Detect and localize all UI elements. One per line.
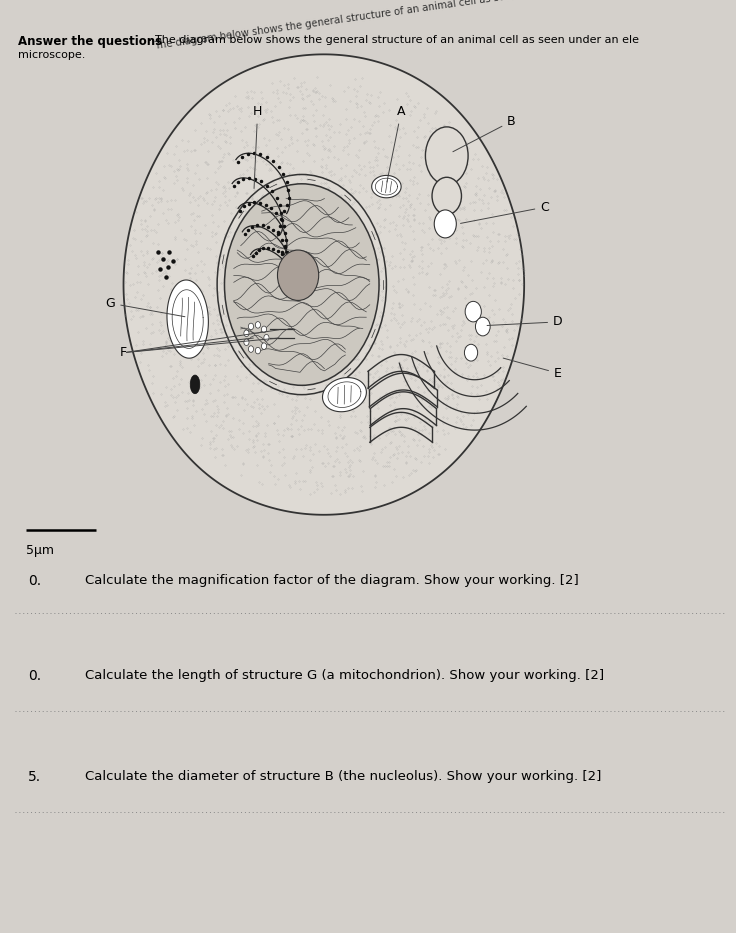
Ellipse shape — [248, 346, 253, 353]
Ellipse shape — [464, 344, 478, 361]
Text: 0.: 0. — [28, 669, 41, 683]
Polygon shape — [167, 280, 208, 358]
Ellipse shape — [475, 317, 490, 336]
Text: D: D — [487, 315, 563, 328]
Text: E: E — [503, 358, 562, 380]
Ellipse shape — [248, 323, 253, 329]
Polygon shape — [372, 175, 401, 198]
Text: Calculate the length of structure G (a mitochondrion). Show your working. [2]: Calculate the length of structure G (a m… — [85, 669, 604, 682]
Polygon shape — [124, 54, 524, 515]
Text: B: B — [453, 115, 516, 152]
Text: F: F — [120, 338, 253, 359]
Text: Answer the questions: Answer the questions — [18, 35, 163, 49]
Text: - The diagram below shows the general structure of an animal cell as seen under : - The diagram below shows the general st… — [144, 35, 639, 46]
Ellipse shape — [244, 330, 249, 337]
Text: A: A — [387, 105, 406, 182]
Ellipse shape — [434, 210, 456, 238]
Text: 5.: 5. — [28, 770, 41, 784]
Text: H: H — [253, 105, 262, 188]
Text: 0.: 0. — [28, 574, 41, 588]
Ellipse shape — [277, 250, 319, 300]
Ellipse shape — [244, 339, 249, 345]
Text: The diagram below shows the general structure of an animal cell as seen under an: The diagram below shows the general stru… — [154, 0, 584, 51]
Ellipse shape — [263, 335, 269, 341]
Ellipse shape — [261, 327, 266, 333]
Polygon shape — [322, 378, 367, 411]
Text: 5μm: 5μm — [26, 544, 54, 557]
Ellipse shape — [255, 322, 261, 328]
Ellipse shape — [425, 127, 468, 185]
Ellipse shape — [224, 184, 379, 385]
Ellipse shape — [255, 347, 261, 354]
Text: C: C — [461, 201, 549, 223]
Ellipse shape — [432, 177, 461, 215]
Text: microscope.: microscope. — [18, 50, 86, 61]
Text: G: G — [105, 297, 185, 316]
Ellipse shape — [465, 301, 481, 322]
Ellipse shape — [190, 375, 200, 394]
Text: Calculate the diameter of structure B (the nucleolus). Show your working. [2]: Calculate the diameter of structure B (t… — [85, 770, 601, 783]
Ellipse shape — [261, 342, 266, 349]
Text: Calculate the magnification factor of the diagram. Show your working. [2]: Calculate the magnification factor of th… — [85, 574, 578, 587]
